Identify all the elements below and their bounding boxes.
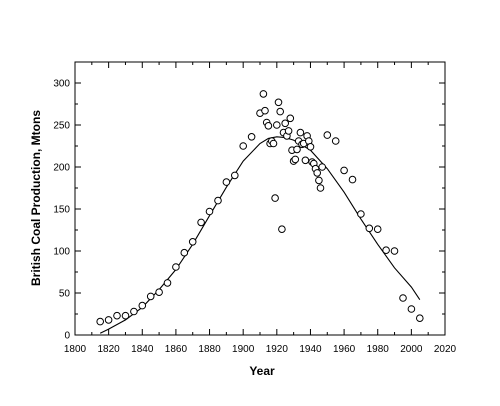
x-axis-ticks: 1800 1820 1840 1860 1880 1900 1920 1940 1960 1980…: [64, 62, 457, 355]
data-point: [331, 137, 340, 145]
data-point: [172, 263, 180, 271]
data-point: [163, 279, 172, 287]
data-point: [222, 178, 231, 186]
data-point: [291, 155, 300, 164]
data-point: [239, 142, 247, 150]
data-point: [205, 207, 214, 216]
data-point: [271, 194, 279, 202]
x-tick-label: 1900: [232, 344, 255, 355]
x-tick-label: 1860: [165, 344, 188, 355]
fitted-curve-layer: [99, 136, 421, 334]
x-axis-title: Year: [249, 364, 275, 378]
data-point: [390, 247, 399, 255]
data-point: [407, 305, 416, 313]
data-point: [276, 107, 285, 116]
data-point: [373, 225, 382, 233]
data-point: [357, 210, 365, 218]
x-tick-label: 2000: [400, 344, 423, 355]
data-point: [261, 106, 269, 115]
y-axis-title: British Coal Production, Mtons: [29, 110, 43, 286]
data-point: [315, 176, 323, 185]
data-point: [416, 314, 424, 323]
y-tick-label: 150: [53, 205, 70, 216]
y-axis-ticks: 0 50 100 150 200 250 300: [53, 79, 445, 342]
x-tick-label: 1820: [98, 344, 121, 355]
data-point: [197, 218, 205, 227]
data-point: [188, 238, 197, 246]
y-tick-label: 50: [59, 289, 71, 300]
data-point: [247, 133, 256, 141]
x-tick-label: 1920: [266, 344, 289, 355]
data-point: [313, 169, 322, 177]
data-point: [214, 196, 222, 205]
data-point: [146, 292, 155, 301]
plot-frame: [74, 61, 446, 336]
data-point: [296, 128, 305, 137]
data-point: [306, 143, 315, 151]
y-tick-label: 250: [53, 121, 70, 132]
x-tick-label: 1940: [299, 344, 322, 355]
data-point: [180, 248, 189, 257]
data-point: [286, 114, 295, 123]
data-point: [348, 175, 357, 184]
data-point: [269, 139, 278, 148]
x-tick-label: 1840: [131, 344, 154, 355]
data-point: [264, 122, 273, 130]
data-point: [284, 127, 293, 135]
data-point: [365, 224, 374, 233]
data-points-layer: [96, 90, 424, 326]
data-point: [399, 294, 407, 302]
x-tick-label: 1960: [333, 344, 356, 355]
data-point: [323, 131, 332, 139]
x-tick-label: 1880: [198, 344, 221, 355]
data-point: [231, 171, 239, 180]
x-tick-label: 1800: [64, 344, 87, 355]
data-point: [259, 90, 268, 98]
data-point: [273, 121, 281, 129]
data-point: [138, 301, 147, 310]
data-point: [104, 316, 113, 324]
x-tick-label: 2020: [434, 344, 457, 355]
data-point: [382, 246, 390, 254]
data-point: [316, 184, 325, 192]
data-point: [96, 317, 104, 326]
data-point: [301, 156, 310, 165]
y-tick-label: 200: [53, 163, 70, 174]
x-tick-label: 1980: [367, 344, 390, 355]
y-tick-label: 100: [53, 247, 70, 258]
data-point: [318, 163, 327, 171]
data-point: [340, 166, 348, 175]
fitted-curve-line: [99, 136, 421, 334]
data-point: [155, 288, 163, 297]
data-point: [278, 225, 286, 233]
data-point: [281, 119, 290, 128]
y-tick-label: 0: [64, 331, 70, 342]
data-point: [121, 311, 130, 320]
data-point: [293, 145, 301, 154]
data-point: [130, 307, 138, 316]
data-point: [113, 311, 121, 320]
data-point: [274, 98, 283, 107]
y-tick-label: 300: [53, 79, 70, 90]
